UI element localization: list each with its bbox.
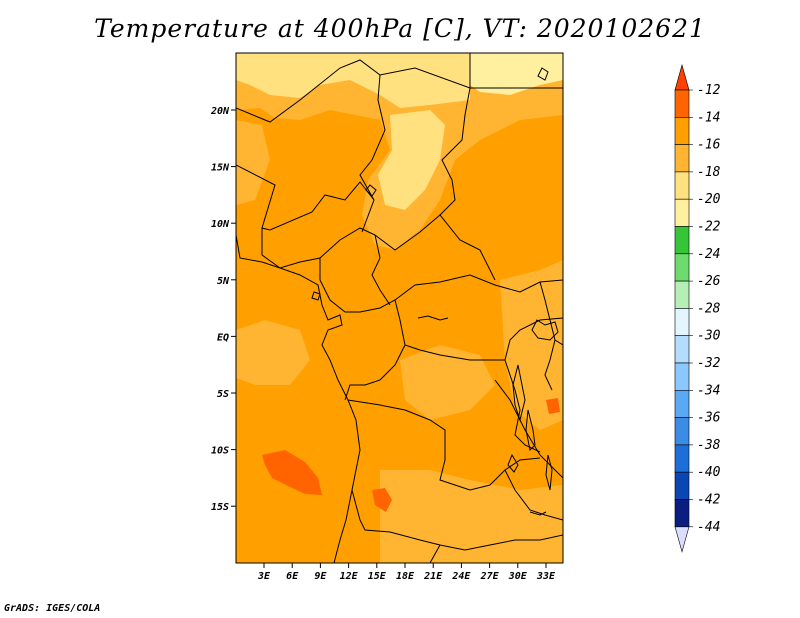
colorbar-swatch	[674, 171, 690, 200]
footer-credit: GrADS: IGES/COLA	[4, 603, 101, 614]
x-tick-label: 6E	[286, 571, 299, 582]
temperature-hot-spot-south	[372, 488, 392, 512]
x-tick-label: 21E	[423, 571, 443, 582]
y-tick-label: 10S	[211, 446, 229, 457]
colorbar-swatch	[674, 444, 690, 473]
colorbar-label: -22	[697, 220, 721, 235]
colorbar-label: -26	[697, 274, 721, 289]
colorbar-label: -40	[697, 465, 721, 480]
temperature-light-sahel	[378, 110, 445, 210]
x-tick-label: 33E	[536, 571, 556, 582]
colorbar-label: -18	[697, 165, 721, 180]
y-tick-label: 5N	[217, 276, 230, 287]
y-tick-label: 10N	[211, 219, 230, 230]
colorbar-swatch	[674, 198, 690, 227]
map-title: Temperature at 400hPa [C], VT: 202010262…	[94, 14, 706, 43]
colorbar-swatch	[674, 89, 690, 118]
x-tick-label: 30E	[508, 571, 528, 582]
colorbar-swatch	[674, 308, 690, 336]
colorbar-label: -28	[697, 301, 721, 316]
colorbar-label: -30	[697, 329, 721, 344]
colorbar-label: -36	[697, 411, 721, 426]
temperature-light-north	[236, 53, 470, 108]
temperature-pale-northeast	[470, 53, 563, 95]
colorbar-bottom-arrow	[674, 526, 690, 553]
colorbar-label: -24	[697, 247, 720, 262]
temperature-band-congo	[400, 345, 495, 420]
colorbar-label: -20	[697, 192, 721, 207]
temperature-map	[236, 53, 563, 563]
colorbar-swatch	[674, 499, 690, 528]
colorbar-label: -12	[697, 83, 721, 98]
colorbar-swatch	[674, 389, 690, 418]
colorbar-swatch	[674, 471, 690, 500]
colorbar-label: -14	[697, 110, 720, 125]
colorbar-label: -34	[697, 383, 720, 398]
lake-outlines	[311, 67, 559, 516]
x-tick-label: 3E	[257, 571, 271, 582]
x-tick-label: 27E	[480, 571, 500, 582]
y-tick-label: 15S	[211, 502, 229, 513]
y-tick-label: 5S	[217, 389, 229, 400]
colorbar-label: -42	[697, 493, 721, 508]
colorbar-label: -16	[697, 138, 721, 153]
temperature-hot-spot-atlantic	[262, 450, 322, 495]
colorbar-swatch	[674, 417, 690, 446]
y-tick-label: EQ	[217, 332, 229, 343]
x-tick-label: 9E	[314, 571, 327, 582]
colorbar-swatch	[674, 117, 690, 145]
colorbar-swatch	[674, 226, 690, 255]
colorbar-label: -38	[697, 438, 721, 453]
colorbar-label: -44	[697, 520, 720, 535]
y-tick-label: 20N	[210, 106, 230, 117]
colorbar: -12 -14 -16 -18 -20 -22 -24 -26 -28 -30 -32 -34 -36 -…	[674, 63, 721, 553]
temperature-band-west-north	[236, 120, 270, 205]
temperature-band-equatorial	[236, 320, 310, 385]
x-axis: 3E 6E 9E 12E 15E 18E 21E 24E 27E 30E 33E	[257, 563, 556, 582]
x-tick-label: 24E	[451, 571, 471, 582]
y-axis: 20N 15N 10N 5N EQ 5S 10S 15S	[210, 106, 236, 513]
temperature-hot-spot-east	[546, 398, 560, 414]
y-tick-label: 15N	[211, 163, 230, 174]
x-tick-label: 15E	[368, 571, 387, 582]
temperature-band-east	[500, 260, 563, 430]
colorbar-swatch	[674, 280, 690, 309]
colorbar-swatch	[674, 335, 690, 364]
colorbar-swatch	[674, 144, 690, 173]
colorbar-swatch	[674, 253, 690, 282]
colorbar-swatch	[674, 362, 690, 391]
colorbar-top-arrow	[674, 63, 690, 91]
map-frame	[235, 52, 564, 564]
country-borders	[236, 53, 563, 563]
x-tick-label: 18E	[396, 571, 415, 582]
colorbar-label: -32	[697, 356, 721, 371]
x-tick-label: 12E	[340, 571, 359, 582]
